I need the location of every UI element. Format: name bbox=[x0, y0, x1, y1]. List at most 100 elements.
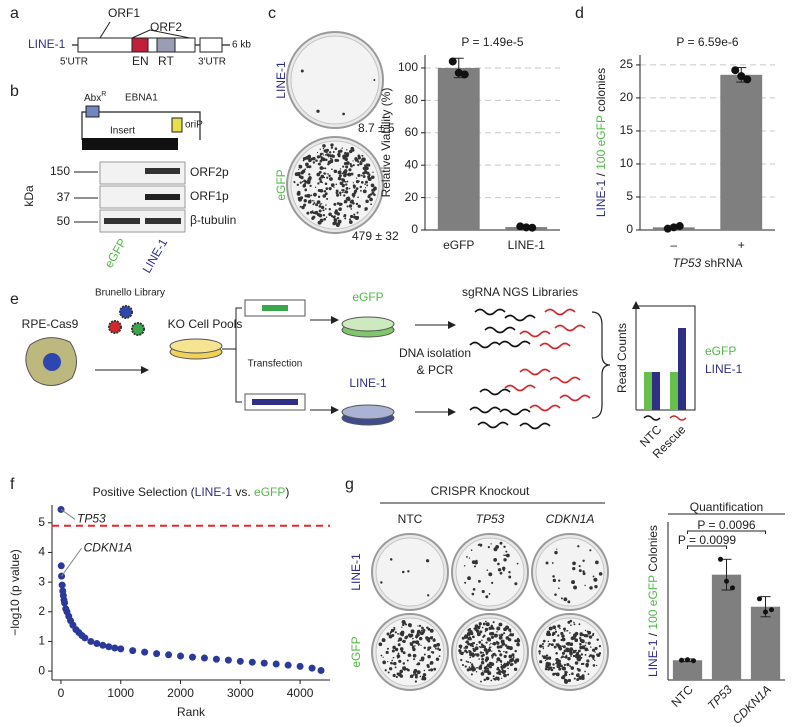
colony bbox=[417, 662, 421, 666]
colony bbox=[541, 645, 544, 648]
colony bbox=[348, 218, 352, 221]
colony bbox=[322, 194, 327, 198]
colony bbox=[467, 576, 471, 581]
colony bbox=[480, 672, 485, 676]
colony bbox=[576, 678, 580, 682]
colony bbox=[320, 174, 325, 179]
colony bbox=[333, 202, 337, 206]
y-tick-label: 4 bbox=[38, 545, 45, 559]
colony bbox=[490, 679, 493, 682]
colony bbox=[426, 594, 430, 597]
colony bbox=[353, 213, 356, 216]
sgrna-icon bbox=[669, 415, 687, 421]
dna-label: & PCR bbox=[417, 363, 454, 377]
colony bbox=[466, 632, 471, 636]
colony bbox=[564, 630, 566, 632]
row-label: LINE-1 bbox=[274, 61, 288, 99]
colony bbox=[315, 203, 319, 207]
colony bbox=[563, 597, 568, 602]
marker-label: 50 bbox=[57, 214, 71, 228]
colony bbox=[414, 673, 418, 677]
colony bbox=[324, 167, 327, 170]
colony bbox=[476, 666, 478, 669]
colony bbox=[341, 172, 344, 175]
colony bbox=[546, 661, 549, 664]
data-point bbox=[308, 664, 316, 672]
frame bbox=[636, 305, 696, 411]
colony bbox=[584, 584, 586, 587]
colony bbox=[469, 667, 473, 671]
colony bbox=[505, 651, 508, 654]
screen-diagram: RPE-Cas9 Brunello Library KO Cell Pools … bbox=[22, 285, 743, 461]
colony bbox=[485, 669, 490, 674]
data-point bbox=[99, 641, 107, 649]
colony bbox=[357, 154, 361, 158]
data-point bbox=[111, 644, 119, 652]
colony bbox=[322, 154, 325, 156]
colony bbox=[416, 670, 421, 675]
colony bbox=[318, 213, 323, 218]
colony bbox=[407, 653, 412, 658]
colony bbox=[394, 647, 399, 652]
colony bbox=[585, 634, 589, 638]
colony bbox=[299, 196, 304, 200]
label-part: LINE-1 bbox=[195, 485, 233, 499]
sgrna-icon bbox=[643, 415, 661, 421]
colony bbox=[483, 647, 488, 652]
colony bbox=[360, 174, 363, 177]
colony bbox=[306, 211, 310, 215]
colony bbox=[503, 632, 506, 635]
plate-images: CRISPR Knockout NTC TP53 CDKN1A LINE-1 e… bbox=[349, 484, 609, 691]
panel-label: g bbox=[345, 476, 354, 493]
row-label: eGFP bbox=[274, 169, 288, 200]
colony bbox=[500, 677, 503, 679]
colony bbox=[407, 633, 411, 637]
colony bbox=[591, 654, 595, 659]
colony bbox=[587, 649, 589, 651]
orf-label: ORF1 bbox=[108, 6, 140, 20]
colony bbox=[483, 645, 486, 649]
colony bbox=[491, 650, 493, 652]
data-point bbox=[454, 68, 463, 77]
sgrna bbox=[554, 324, 586, 332]
colony bbox=[468, 666, 471, 669]
colony bbox=[582, 559, 585, 562]
colony bbox=[478, 543, 481, 545]
colony bbox=[364, 187, 367, 189]
data-point bbox=[528, 223, 537, 232]
colony bbox=[357, 196, 359, 199]
colony bbox=[487, 546, 490, 549]
colony bbox=[336, 193, 339, 196]
colony bbox=[350, 172, 354, 176]
orip-label: oriP bbox=[185, 120, 203, 131]
colony bbox=[299, 181, 302, 184]
colony bbox=[346, 205, 349, 208]
colony bbox=[417, 643, 420, 646]
colony bbox=[488, 572, 493, 577]
colony bbox=[328, 208, 332, 211]
colony bbox=[468, 627, 472, 631]
colony bbox=[503, 650, 505, 653]
annotation: TP53 bbox=[77, 512, 106, 526]
colony bbox=[341, 189, 343, 191]
colony bbox=[301, 169, 306, 173]
label-part: colonies bbox=[594, 68, 608, 115]
colony bbox=[324, 192, 328, 196]
colony bbox=[580, 653, 584, 656]
colony bbox=[333, 186, 335, 189]
colony bbox=[390, 628, 395, 633]
colony bbox=[384, 669, 387, 672]
colony bbox=[492, 621, 495, 624]
colony bbox=[350, 199, 354, 203]
x-tick-label: eGFP bbox=[443, 238, 474, 252]
colony bbox=[542, 639, 546, 643]
colony bbox=[420, 629, 423, 632]
colony bbox=[347, 197, 351, 202]
y-axis-label: Relative Viability (%) bbox=[379, 88, 393, 198]
colony bbox=[470, 645, 472, 647]
colony bbox=[492, 675, 495, 678]
colony bbox=[466, 668, 470, 672]
colony bbox=[541, 642, 544, 646]
colony bbox=[555, 643, 558, 645]
colony bbox=[489, 632, 493, 636]
